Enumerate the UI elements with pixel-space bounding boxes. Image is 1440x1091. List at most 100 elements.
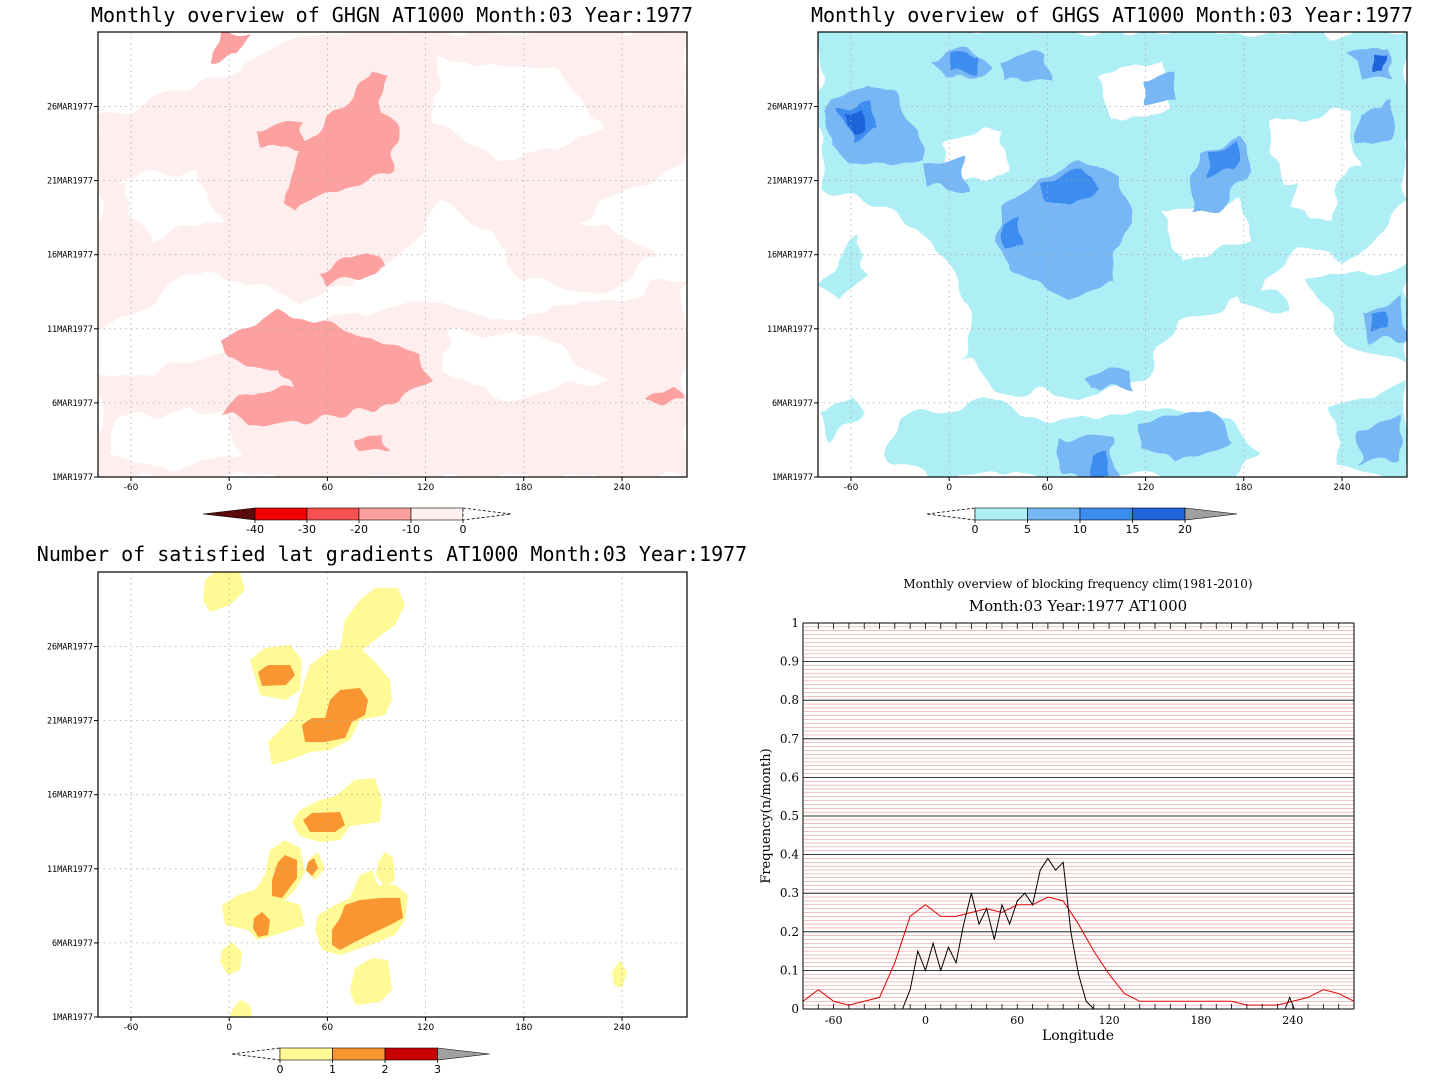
x-tick-label: 180 xyxy=(515,1023,532,1033)
panel-ghgs-title: Monthly overview of GHGS AT1000 Month:03… xyxy=(811,3,1413,27)
colorbar-segment xyxy=(1132,507,1186,521)
y-tick-label: 21MAR1977 xyxy=(47,717,93,727)
y-tick-label: 11MAR1977 xyxy=(47,325,93,335)
colorbar-triangle-high xyxy=(462,507,512,521)
panel-lat-gradients-title: Number of satisfied lat gradients AT1000… xyxy=(37,542,747,566)
ghgn-colorbar: -40 -30 -20 -10 0 xyxy=(202,507,512,536)
blocking-grid xyxy=(803,626,1354,1006)
y-tick-label: 16MAR1977 xyxy=(47,251,93,261)
y-tick-label: 0.6 xyxy=(780,770,799,784)
colorbar-segment xyxy=(1079,507,1133,521)
colorbar-label: -30 xyxy=(298,523,316,536)
x-tick-label: 120 xyxy=(1099,1014,1120,1027)
x-tick-label: 180 xyxy=(1235,483,1252,493)
y-tick-label: 1MAR1977 xyxy=(52,1013,93,1023)
x-tick-label: -60 xyxy=(844,483,859,493)
ghgs-colorbar: 0 5 10 15 20 xyxy=(926,507,1238,536)
y-tick-label: 0.1 xyxy=(780,963,799,977)
blocking-subtitle: Month:03 Year:1977 AT1000 xyxy=(969,597,1187,615)
colorbar-label: 0 xyxy=(972,523,979,536)
ghgs-grid xyxy=(818,32,1407,477)
y-tick-label: 1 xyxy=(791,616,799,630)
colorbar-triangle-low xyxy=(202,507,256,521)
y-tick-label: 0.9 xyxy=(780,655,799,669)
colorbar-triangle-high xyxy=(437,1047,490,1061)
lat-gradients-grid xyxy=(98,572,687,1017)
lat-gradients-colorbar: 0 1 2 3 xyxy=(231,1047,490,1076)
x-tick-label: 60 xyxy=(1042,483,1054,493)
y-tick-label: 26MAR1977 xyxy=(47,103,93,113)
y-tick-label: 16MAR1977 xyxy=(47,791,93,801)
colorbar-triangle-high xyxy=(1184,507,1238,521)
blocking-series xyxy=(802,857,1355,1010)
panel-ghgs: Monthly overview of GHGS AT1000 Month:03… xyxy=(767,3,1413,536)
x-tick-label: 0 xyxy=(226,483,232,493)
y-tick-label: 0.8 xyxy=(780,693,799,707)
y-tick-label: 1MAR1977 xyxy=(52,473,93,483)
blocking-ticks: -60 0 60 120 180 240 0 0.1 0.2 0.3 0.4 0.5 0.6 0.7 0.8… xyxy=(780,616,1355,1027)
lat-gradients-ticks: -60 0 60 120 180 240 1MAR1977 6MAR1977 11MAR1977… xyxy=(47,643,631,1034)
x-tick-label: 180 xyxy=(1190,1014,1211,1027)
x-tick-label: 240 xyxy=(613,1023,630,1033)
x-tick-label: 120 xyxy=(1137,483,1154,493)
y-tick-label: 1MAR1977 xyxy=(772,473,813,483)
blocking-ylabel: Frequency(n/month) xyxy=(759,748,774,883)
colorbar-label: 15 xyxy=(1126,523,1140,536)
x-tick-label: 120 xyxy=(417,1023,434,1033)
colorbar-segment xyxy=(1027,507,1081,521)
y-tick-label: 6MAR1977 xyxy=(52,399,93,409)
colorbar-label: 2 xyxy=(382,1063,389,1076)
colorbar-label: 20 xyxy=(1178,523,1192,536)
colorbar-label: 3 xyxy=(434,1063,441,1076)
ghgn-ticks: -60 0 60 120 180 240 1MAR1977 6MAR1977 11MAR1977… xyxy=(47,103,631,494)
y-tick-label: 16MAR1977 xyxy=(767,251,813,261)
colorbar-label: -20 xyxy=(350,523,368,536)
y-tick-label: 0.7 xyxy=(780,732,799,746)
ghgs-ticks: -60 0 60 120 180 240 1MAR1977 6MAR1977 11MAR1977… xyxy=(767,103,1351,494)
colorbar-segment xyxy=(279,1047,333,1061)
y-tick-label: 6MAR1977 xyxy=(772,399,813,409)
x-tick-label: 120 xyxy=(417,483,434,493)
x-tick-label: -60 xyxy=(124,483,139,493)
series-line-1 xyxy=(902,857,1095,1010)
colorbar-label: 0 xyxy=(460,523,467,536)
x-tick-label: 0 xyxy=(922,1014,929,1027)
colorbar-segment xyxy=(306,507,360,521)
y-tick-label: 21MAR1977 xyxy=(47,177,93,187)
colorbar-segment xyxy=(358,507,412,521)
colorbar-segment xyxy=(384,1047,438,1061)
panel-ghgn-title: Monthly overview of GHGN AT1000 Month:03… xyxy=(91,3,693,27)
ghgn-grid xyxy=(98,32,687,477)
x-tick-label: 240 xyxy=(1282,1014,1303,1027)
y-tick-label: 26MAR1977 xyxy=(47,643,93,653)
x-tick-label: 240 xyxy=(613,483,630,493)
x-tick-label: 240 xyxy=(1333,483,1350,493)
colorbar-label: 0 xyxy=(277,1063,284,1076)
colorbar-label: -10 xyxy=(402,523,420,536)
colorbar-triangle-low xyxy=(231,1047,281,1061)
colorbar-label: -40 xyxy=(246,523,264,536)
colorbar-label: 10 xyxy=(1073,523,1087,536)
y-tick-label: 6MAR1977 xyxy=(52,939,93,949)
x-tick-label: 0 xyxy=(226,1023,232,1033)
y-tick-label: 0.2 xyxy=(780,925,799,939)
y-tick-label: 0.3 xyxy=(780,886,799,900)
x-tick-label: 60 xyxy=(1010,1014,1024,1027)
x-tick-label: 60 xyxy=(322,1023,334,1033)
y-tick-label: 26MAR1977 xyxy=(767,103,813,113)
colorbar-triangle-low xyxy=(926,507,976,521)
colorbar-label: 5 xyxy=(1024,523,1031,536)
x-tick-label: -60 xyxy=(825,1014,843,1027)
colorbar-segment xyxy=(254,507,308,521)
y-tick-label: 0.5 xyxy=(780,809,799,823)
panel-ghgn: Monthly overview of GHGN AT1000 Month:03… xyxy=(47,3,693,536)
colorbar-segment xyxy=(974,507,1028,521)
x-tick-label: 60 xyxy=(322,483,334,493)
x-tick-label: -60 xyxy=(124,1023,139,1033)
panel-blocking-frequency: Monthly overview of blocking frequency c… xyxy=(759,577,1355,1044)
x-tick-label: 0 xyxy=(946,483,952,493)
colorbar-segment xyxy=(332,1047,386,1061)
y-tick-label: 0.4 xyxy=(780,848,799,862)
y-tick-label: 11MAR1977 xyxy=(767,325,813,335)
